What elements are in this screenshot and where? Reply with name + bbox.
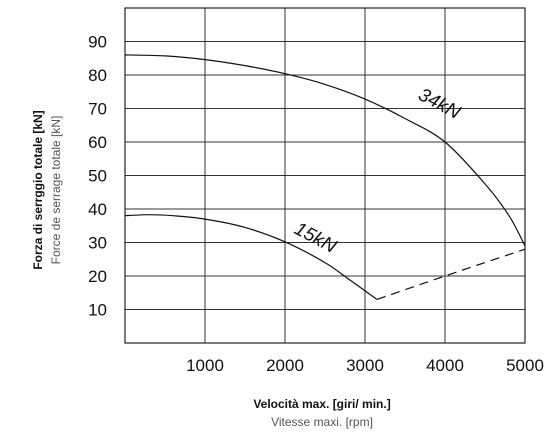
series-annotation: 15kN xyxy=(291,218,340,257)
plot-frame xyxy=(124,7,526,344)
series-annotation: 34kN xyxy=(415,84,464,123)
x-axis-label-secondary: Vitesse maxi. [rpm] xyxy=(271,415,373,429)
chart-annotations: 34kN 15kN xyxy=(291,84,464,257)
y-tick-label: 80 xyxy=(88,66,107,85)
y-tick-label: 30 xyxy=(88,234,107,253)
y-axis-label-secondary: Force de serrage totale [kN] xyxy=(49,116,63,265)
y-tick-label: 20 xyxy=(88,267,107,286)
y-tick-label: 60 xyxy=(88,133,107,152)
x-tick-label: 5000 xyxy=(506,356,544,375)
x-tick-label: 4000 xyxy=(426,356,464,375)
chart-series xyxy=(124,54,526,300)
y-tick-label: 50 xyxy=(88,167,107,186)
y-tick-label: 10 xyxy=(88,301,107,320)
y-tick-label: 40 xyxy=(88,200,107,219)
x-tick-label: 2000 xyxy=(266,356,304,375)
y-tick-label: 70 xyxy=(88,100,107,119)
y-axis-label: Forza di serrggio totale [kN] xyxy=(31,110,45,269)
x-tick-label: 3000 xyxy=(346,356,384,375)
axis-ticks: 1000 2000 3000 4000 5000 10 20 30 40 50 60 70 80 90 xyxy=(88,33,544,376)
series-line-dashed xyxy=(376,248,526,300)
series-line-34kn xyxy=(124,54,526,247)
y-tick-label: 90 xyxy=(88,33,107,52)
series-line-15kn xyxy=(124,214,378,300)
chart-grid xyxy=(125,8,526,343)
plot-border xyxy=(124,7,526,344)
x-tick-label: 1000 xyxy=(186,356,224,375)
x-axis-label: Velocità max. [giri/ min.] xyxy=(253,397,390,411)
